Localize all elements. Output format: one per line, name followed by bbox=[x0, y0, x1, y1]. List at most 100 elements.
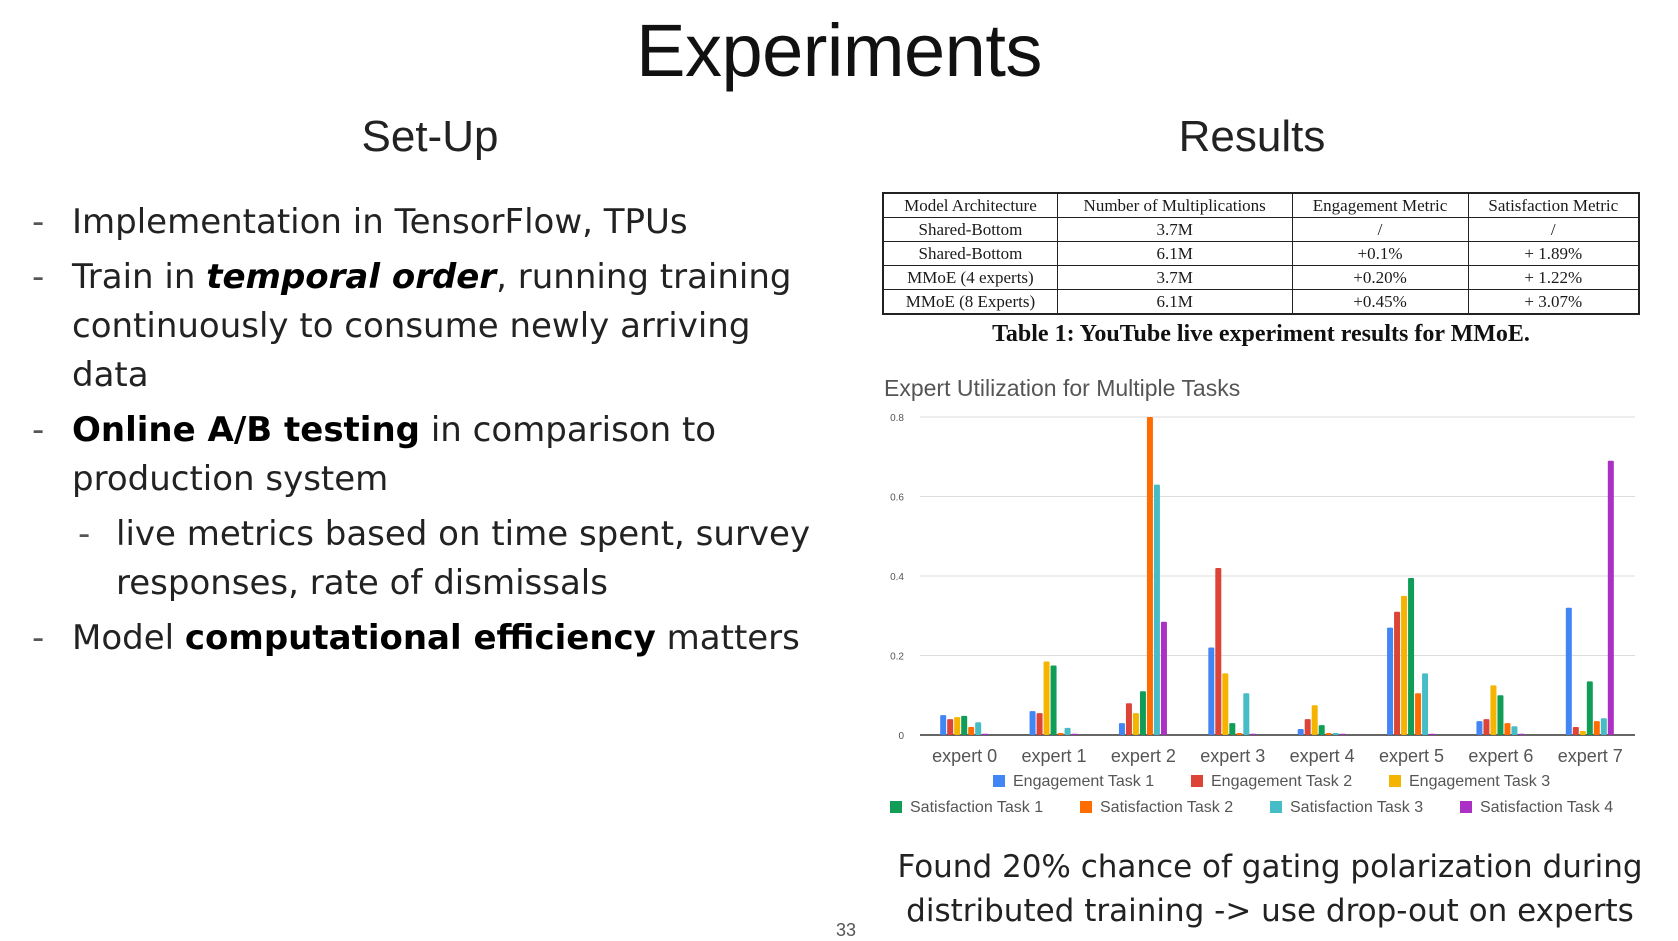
chart-bar bbox=[1222, 673, 1229, 735]
bullet-text: Train in bbox=[72, 257, 207, 297]
bullet-dash: - bbox=[32, 257, 45, 297]
chart-bar bbox=[982, 733, 989, 735]
legend-swatch bbox=[1080, 801, 1092, 813]
legend-swatch bbox=[890, 801, 902, 813]
table-cell: + 1.22% bbox=[1467, 265, 1640, 290]
legend-label: Satisfaction Task 4 bbox=[1480, 799, 1613, 816]
chart-bar bbox=[1229, 723, 1236, 735]
x-tick-label: expert 6 bbox=[1468, 746, 1533, 766]
bullet-emphasis: temporal order bbox=[206, 257, 497, 297]
bullet-temporal-order: - Train in temporal order, running train… bbox=[32, 253, 832, 400]
table-cell: 6.1M bbox=[1056, 241, 1293, 266]
chart-bar bbox=[1497, 695, 1504, 735]
table-cell: / bbox=[1467, 217, 1640, 242]
bullet-dash: - bbox=[32, 410, 45, 450]
chart-bar bbox=[1029, 711, 1036, 735]
chart-bar bbox=[1415, 693, 1422, 735]
chart-bar bbox=[1476, 721, 1483, 735]
chart-bar bbox=[1504, 723, 1511, 735]
chart-bar bbox=[961, 715, 968, 735]
bullet-text: matters bbox=[655, 618, 800, 658]
chart-bar bbox=[1050, 665, 1057, 735]
y-tick-label: 0.2 bbox=[890, 652, 904, 663]
chart-bar bbox=[1318, 725, 1325, 735]
conclusion-line: distributed training -> use drop-out on … bbox=[906, 893, 1634, 929]
results-table: Model Architecture Number of Multiplicat… bbox=[882, 192, 1640, 315]
chart-bar bbox=[954, 717, 961, 735]
y-tick-label: 0.6 bbox=[890, 493, 904, 504]
chart-bar bbox=[1490, 685, 1497, 735]
bullet-bold: Online A/B testing bbox=[72, 410, 421, 450]
legend-swatch bbox=[1389, 775, 1401, 787]
chart-bar bbox=[1304, 719, 1311, 735]
chart-bar bbox=[947, 719, 954, 735]
chart-bar bbox=[1236, 733, 1243, 735]
chart-bar bbox=[1483, 719, 1490, 735]
table-header-cell: Model Architecture bbox=[882, 192, 1058, 218]
chart-bar bbox=[1132, 713, 1139, 735]
table-cell: +0.45% bbox=[1291, 289, 1469, 315]
table-header-row: Model Architecture Number of Multiplicat… bbox=[882, 192, 1640, 218]
chart-title: Expert Utilization for Multiple Tasks bbox=[884, 375, 1241, 401]
chart-bar bbox=[1408, 577, 1415, 735]
bullet-efficiency: - Model computational efficiency matters bbox=[32, 614, 832, 663]
legend-label: Satisfaction Task 3 bbox=[1290, 799, 1423, 816]
chart-bar bbox=[1600, 718, 1607, 735]
chart-bar bbox=[1043, 661, 1050, 735]
chart-bar bbox=[1572, 727, 1579, 735]
chart-bar bbox=[1064, 727, 1071, 735]
chart-bar bbox=[1422, 673, 1429, 735]
legend-label: Satisfaction Task 2 bbox=[1100, 799, 1233, 816]
table-header-cell: Engagement Metric bbox=[1291, 192, 1469, 218]
chart-bar bbox=[1565, 607, 1572, 735]
chart-bar bbox=[1250, 733, 1257, 735]
table-row: Shared-Bottom 6.1M +0.1% + 1.89% bbox=[882, 241, 1640, 266]
chart-bar bbox=[1332, 733, 1339, 735]
bullet-text: , running training continuously to consu… bbox=[72, 257, 792, 395]
table-cell: +0.20% bbox=[1291, 265, 1469, 290]
x-tick-label: expert 4 bbox=[1290, 746, 1355, 766]
results-table-block: Model Architecture Number of Multiplicat… bbox=[882, 192, 1640, 348]
x-tick-label: expert 1 bbox=[1022, 746, 1087, 766]
table-header-cell: Number of Multiplications bbox=[1056, 192, 1293, 218]
bullet-dash: - bbox=[32, 618, 45, 658]
table-row: MMoE (8 Experts) 6.1M +0.45% + 3.07% bbox=[882, 289, 1640, 315]
results-heading: Results bbox=[1178, 112, 1326, 161]
chart-bar bbox=[1593, 721, 1600, 735]
chart-bar bbox=[1071, 733, 1078, 735]
y-tick-label: 0.8 bbox=[890, 413, 904, 424]
legend-swatch bbox=[993, 775, 1005, 787]
bullet-bold: computational efficiency bbox=[184, 618, 656, 658]
x-tick-label: expert 2 bbox=[1111, 746, 1176, 766]
table-cell: + 1.89% bbox=[1467, 241, 1640, 266]
conclusion-text: Found 20% chance of gating polarization … bbox=[880, 845, 1660, 933]
legend-label: Engagement Task 3 bbox=[1409, 773, 1550, 790]
chart-bar bbox=[1429, 733, 1436, 735]
conclusion-line: Found 20% chance of gating polarization … bbox=[897, 849, 1643, 885]
slide-title: Experiments bbox=[636, 9, 1042, 92]
expert-utilization-chart: 0 0.2 0.4 0.6 0.8 expert 0 expert 1 expert 2 exp… bbox=[890, 413, 1635, 816]
table-cell: 3.7M bbox=[1056, 265, 1293, 290]
table-cell: 3.7M bbox=[1056, 217, 1293, 242]
legend-swatch bbox=[1191, 775, 1203, 787]
chart-bar bbox=[968, 727, 975, 735]
table-row: Shared-Bottom 3.7M / / bbox=[882, 217, 1640, 242]
table-row: MMoE (4 experts) 3.7M +0.20% + 1.22% bbox=[882, 265, 1640, 290]
bullet-dash: - bbox=[78, 514, 91, 554]
table-cell: 6.1M bbox=[1056, 289, 1293, 315]
table-cell: + 3.07% bbox=[1467, 289, 1640, 315]
chart-bar bbox=[1036, 713, 1043, 735]
chart-bar bbox=[1607, 460, 1614, 735]
table-cell: Shared-Bottom bbox=[882, 217, 1058, 242]
chart-bar bbox=[1160, 621, 1167, 735]
chart-bar bbox=[1579, 731, 1586, 735]
chart-bar bbox=[1125, 703, 1132, 735]
bullet-text: Model bbox=[72, 618, 185, 658]
page-number: 33 bbox=[836, 920, 857, 940]
table-caption: Table 1: YouTube live experiment results… bbox=[992, 321, 1530, 347]
chart-bar bbox=[1518, 733, 1525, 735]
bullet-ab-testing: - Online A/B testing in comparison to pr… bbox=[32, 406, 832, 504]
bullet-dash: - bbox=[32, 202, 45, 242]
table-cell: MMoE (4 experts) bbox=[882, 265, 1058, 290]
chart-bar bbox=[1243, 693, 1250, 735]
